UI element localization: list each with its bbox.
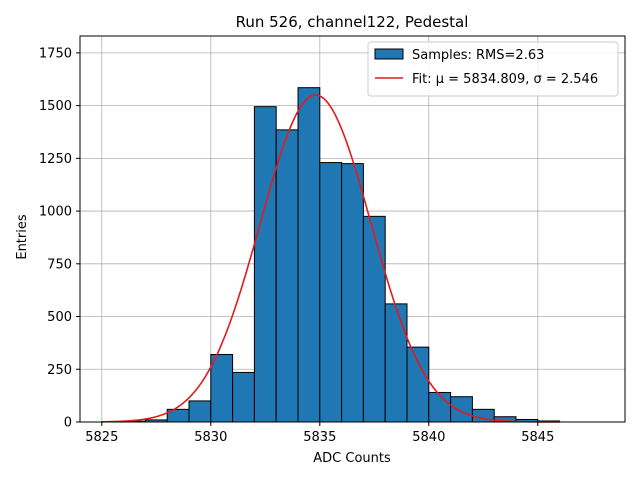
x-tick-label: 5840 <box>412 430 445 445</box>
histogram-bar <box>406 346 430 423</box>
x-tick-label: 5845 <box>521 430 554 445</box>
legend-label-fit: Fit: μ = 5834.809, σ = 2.546 <box>412 72 598 87</box>
x-axis-label: ADC Counts <box>313 451 391 466</box>
legend-box <box>367 41 619 97</box>
y-tick-label: 750 <box>47 257 72 272</box>
x-tick-label: 5830 <box>194 430 227 445</box>
histogram-bar <box>210 354 234 423</box>
y-tick-label: 250 <box>47 363 72 378</box>
legend-swatch-samples <box>374 48 404 60</box>
histogram-bar <box>384 303 408 423</box>
x-tick-label: 5825 <box>85 430 118 445</box>
legend-label-samples: Samples: RMS=2.63 <box>412 48 544 63</box>
axes-frame <box>79 35 626 423</box>
chart-title: Run 526, channel122, Pedestal <box>236 13 469 31</box>
histogram-bar <box>428 391 452 423</box>
y-tick-label: 1500 <box>39 99 72 114</box>
histogram-bar <box>362 215 386 423</box>
histogram-bar <box>232 371 255 423</box>
histogram-bar <box>297 87 321 423</box>
y-tick-label: 0 <box>64 416 72 431</box>
histogram-bar <box>275 129 299 423</box>
y-tick-label: 500 <box>47 310 72 325</box>
histogram-bar <box>253 106 277 423</box>
y-tick-label: 1250 <box>39 152 72 167</box>
y-tick-label: 1750 <box>39 46 72 61</box>
histogram-bar <box>319 162 343 423</box>
histogram-bar <box>341 163 364 423</box>
histogram-bar <box>188 400 212 423</box>
plot-area: 5825 5830 5835 5840 5845 0 250 500 750 1000 1250 15… <box>39 35 626 445</box>
x-tick-label: 5835 <box>303 430 336 445</box>
y-tick-label: 1000 <box>39 205 72 220</box>
legend: Samples: RMS=2.63 Fit: μ = 5834.809, σ = … <box>367 41 619 97</box>
fit-curve <box>101 94 560 423</box>
histogram-bar <box>450 396 473 423</box>
y-axis-label: Entries <box>15 214 30 260</box>
